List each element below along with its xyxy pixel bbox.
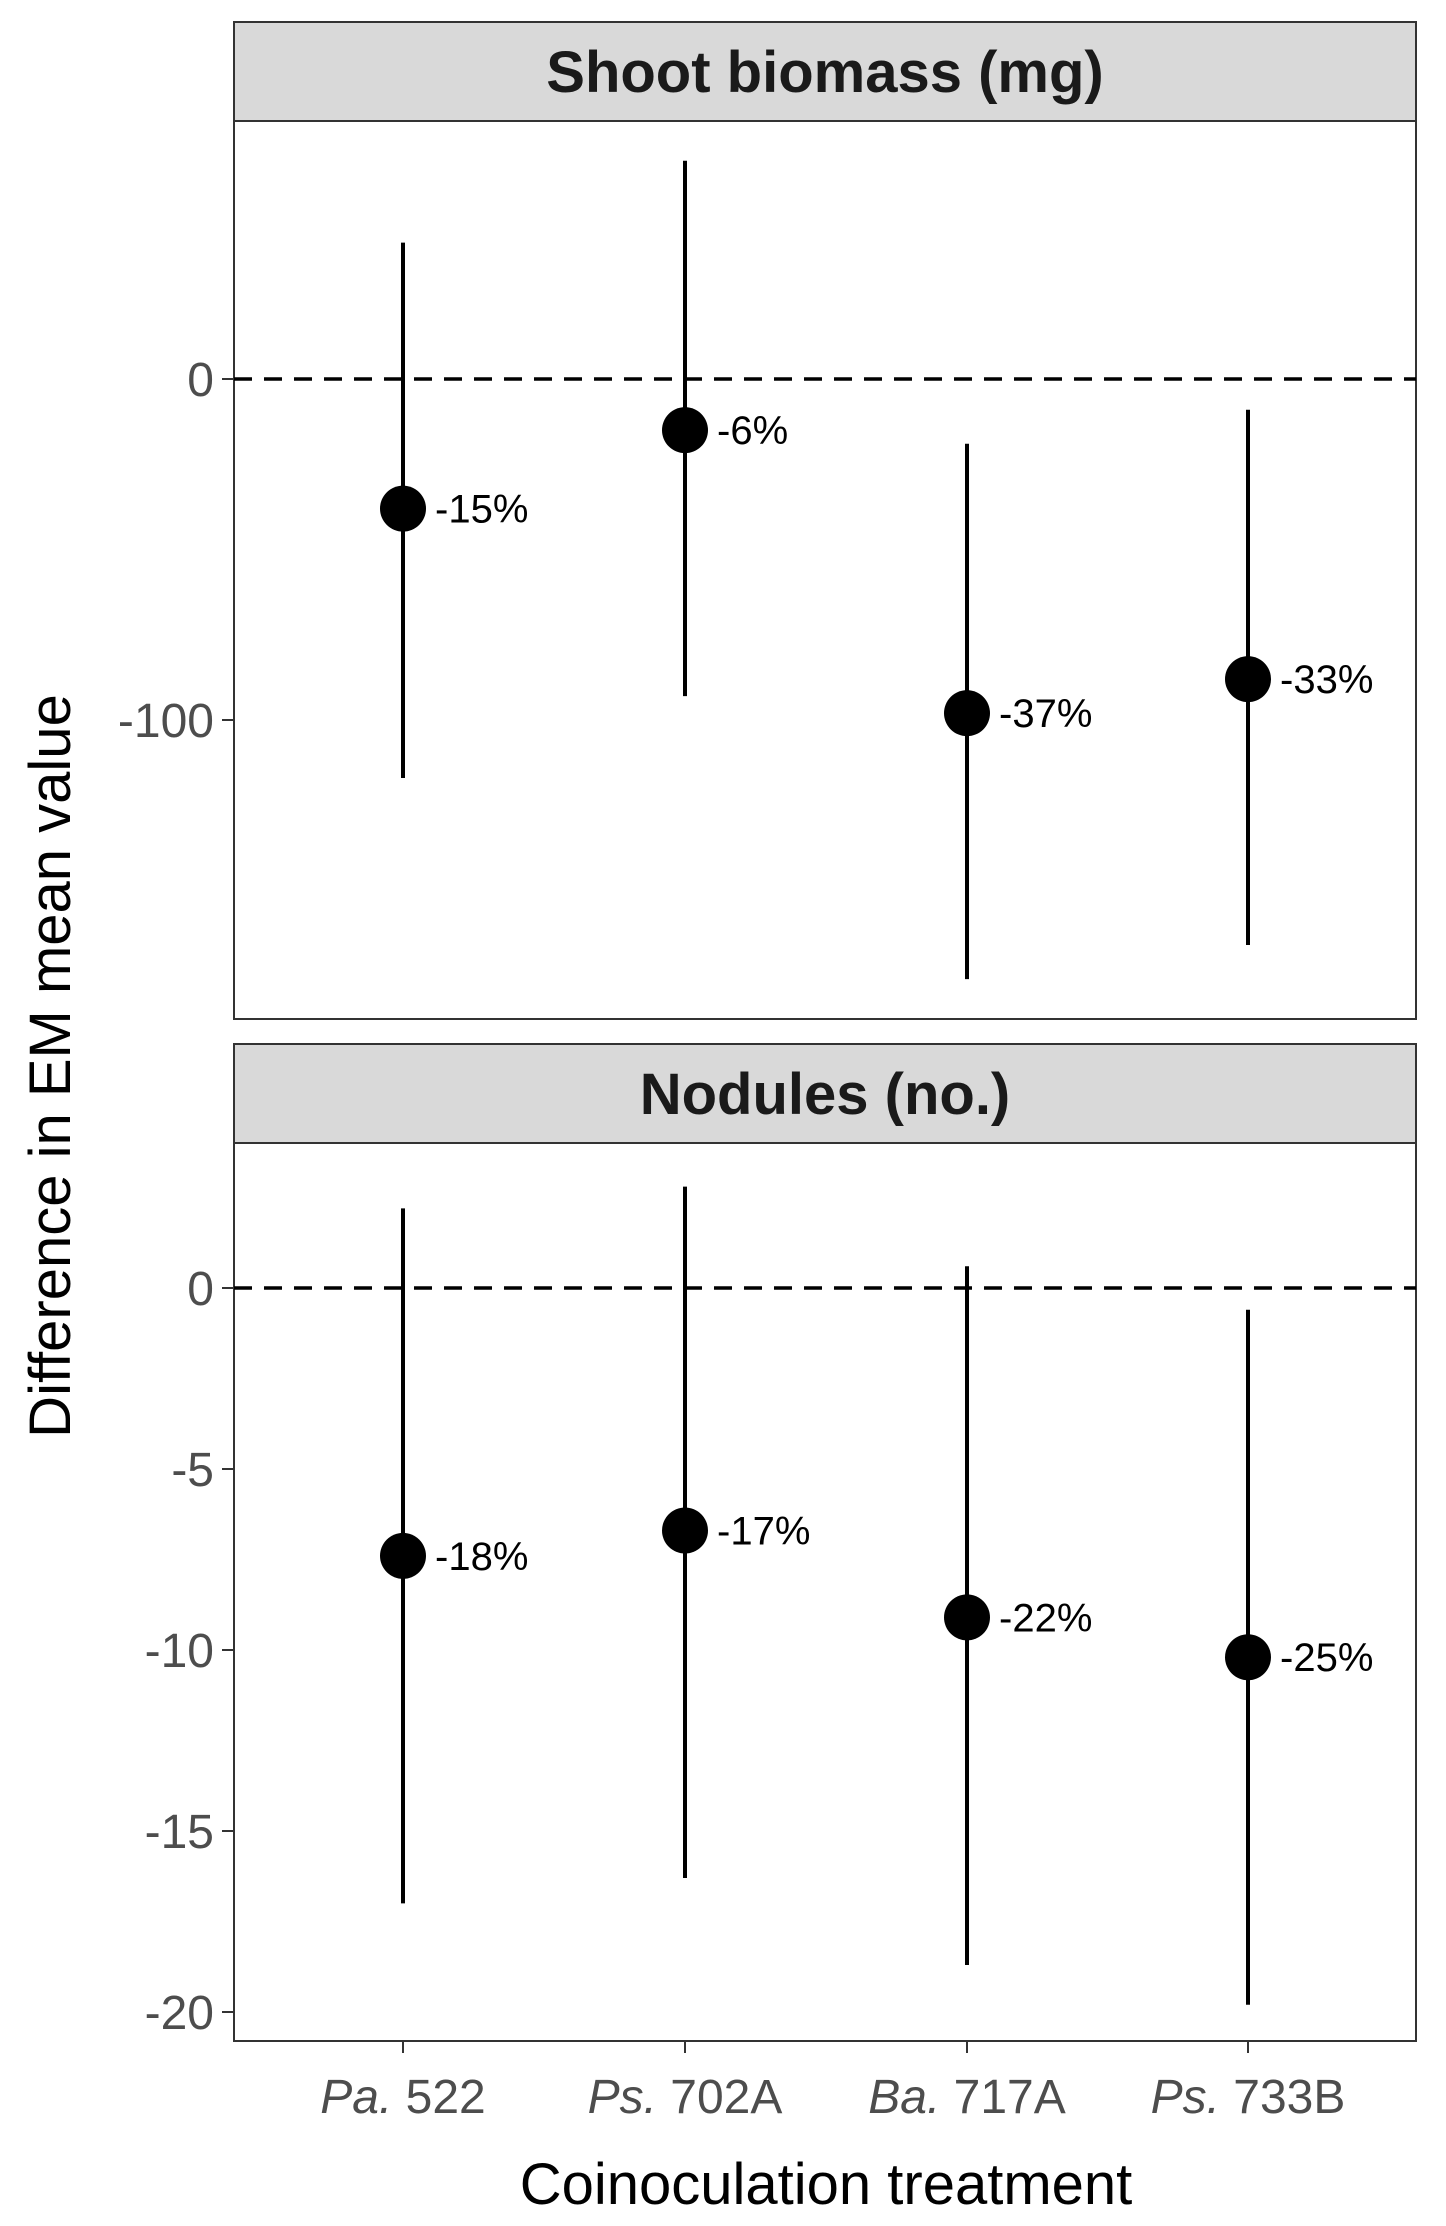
y-axis-title: Difference in EM mean value bbox=[18, 694, 83, 1438]
point-4 bbox=[1225, 1634, 1271, 1681]
y-tick-label: -20 bbox=[145, 1987, 214, 2040]
facet-strip bbox=[233, 1043, 1417, 1144]
y-tick-label: -10 bbox=[145, 1625, 214, 1678]
facet-strip bbox=[233, 21, 1417, 122]
percent-label-2: -17% bbox=[717, 1510, 810, 1554]
point-2 bbox=[662, 407, 708, 454]
percent-label-1: -15% bbox=[435, 488, 528, 532]
y-tick-label: -5 bbox=[171, 1444, 214, 1497]
facet-panels: Shoot biomass (mg)0-100-15%-6%-37%-33%No… bbox=[118, 21, 1417, 2042]
point-1 bbox=[380, 485, 426, 532]
facet-2: Nodules (no.) 0 -5 -10 -15 -20 -18% -17% -22% -25… bbox=[145, 1043, 1417, 2042]
x-tick-label-1: Pa. 522 bbox=[320, 2071, 485, 2124]
percent-label-4: -33% bbox=[1280, 658, 1373, 702]
y-tick-label: -15 bbox=[145, 1806, 214, 1859]
point-2 bbox=[662, 1507, 708, 1554]
facet-title: Shoot biomass (mg) bbox=[546, 40, 1103, 105]
percent-label-3: -22% bbox=[999, 1596, 1092, 1640]
point-3 bbox=[944, 690, 990, 737]
percent-label-2: -6% bbox=[717, 409, 788, 453]
x-tick-label-2: Ps. 702A bbox=[588, 2071, 783, 2124]
percent-label-3: -37% bbox=[999, 692, 1092, 736]
y-tick-label: 0 bbox=[187, 1263, 214, 1316]
facet-title: Nodules (no.) bbox=[640, 1062, 1011, 1127]
point-3 bbox=[944, 1594, 990, 1641]
percent-label-1: -18% bbox=[435, 1535, 528, 1579]
x-tick-label-3: Ba. 717A bbox=[868, 2071, 1065, 2124]
x-tick-label-4: Ps. 733B bbox=[1151, 2071, 1346, 2124]
point-1 bbox=[380, 1532, 426, 1579]
facet-1: Shoot biomass (mg) 0 -100 -15% -6% -37% -33% bbox=[118, 21, 1417, 1020]
x-axis-title: Coinoculation treatment bbox=[520, 2152, 1133, 2217]
y-tick-label: 0 bbox=[187, 354, 214, 407]
panel-border bbox=[233, 1142, 1417, 2042]
y-tick-label: -100 bbox=[118, 695, 214, 748]
point-4 bbox=[1225, 656, 1271, 703]
x-axis-ticks: Pa. 522 Ps. 702A Ba. 717A Ps. 733B bbox=[320, 2041, 1345, 2124]
percent-label-4: -25% bbox=[1280, 1636, 1373, 1680]
panel-border bbox=[233, 120, 1417, 1020]
